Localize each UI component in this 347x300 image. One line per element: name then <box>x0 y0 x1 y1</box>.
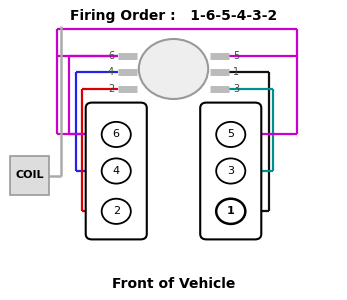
Circle shape <box>216 158 245 184</box>
FancyBboxPatch shape <box>10 156 49 195</box>
Text: 1: 1 <box>233 67 239 77</box>
Circle shape <box>216 199 245 224</box>
FancyBboxPatch shape <box>200 103 261 239</box>
Circle shape <box>139 39 208 99</box>
Circle shape <box>102 158 131 184</box>
Text: 2: 2 <box>108 83 114 94</box>
Text: 2: 2 <box>113 206 120 216</box>
FancyBboxPatch shape <box>86 103 147 239</box>
Text: 4: 4 <box>108 67 114 77</box>
Text: Firing Order :   1-6-5-4-3-2: Firing Order : 1-6-5-4-3-2 <box>70 9 277 23</box>
Text: COIL: COIL <box>15 170 44 181</box>
Text: 5: 5 <box>227 130 234 140</box>
Text: 6: 6 <box>108 50 114 61</box>
Text: Front of Vehicle: Front of Vehicle <box>112 277 235 290</box>
Text: 4: 4 <box>113 166 120 176</box>
Text: 1: 1 <box>227 206 235 216</box>
Circle shape <box>102 122 131 147</box>
Text: 5: 5 <box>233 50 239 61</box>
Text: 3: 3 <box>233 83 239 94</box>
Text: 3: 3 <box>227 166 234 176</box>
Circle shape <box>102 199 131 224</box>
Text: 6: 6 <box>113 130 120 140</box>
Circle shape <box>216 122 245 147</box>
